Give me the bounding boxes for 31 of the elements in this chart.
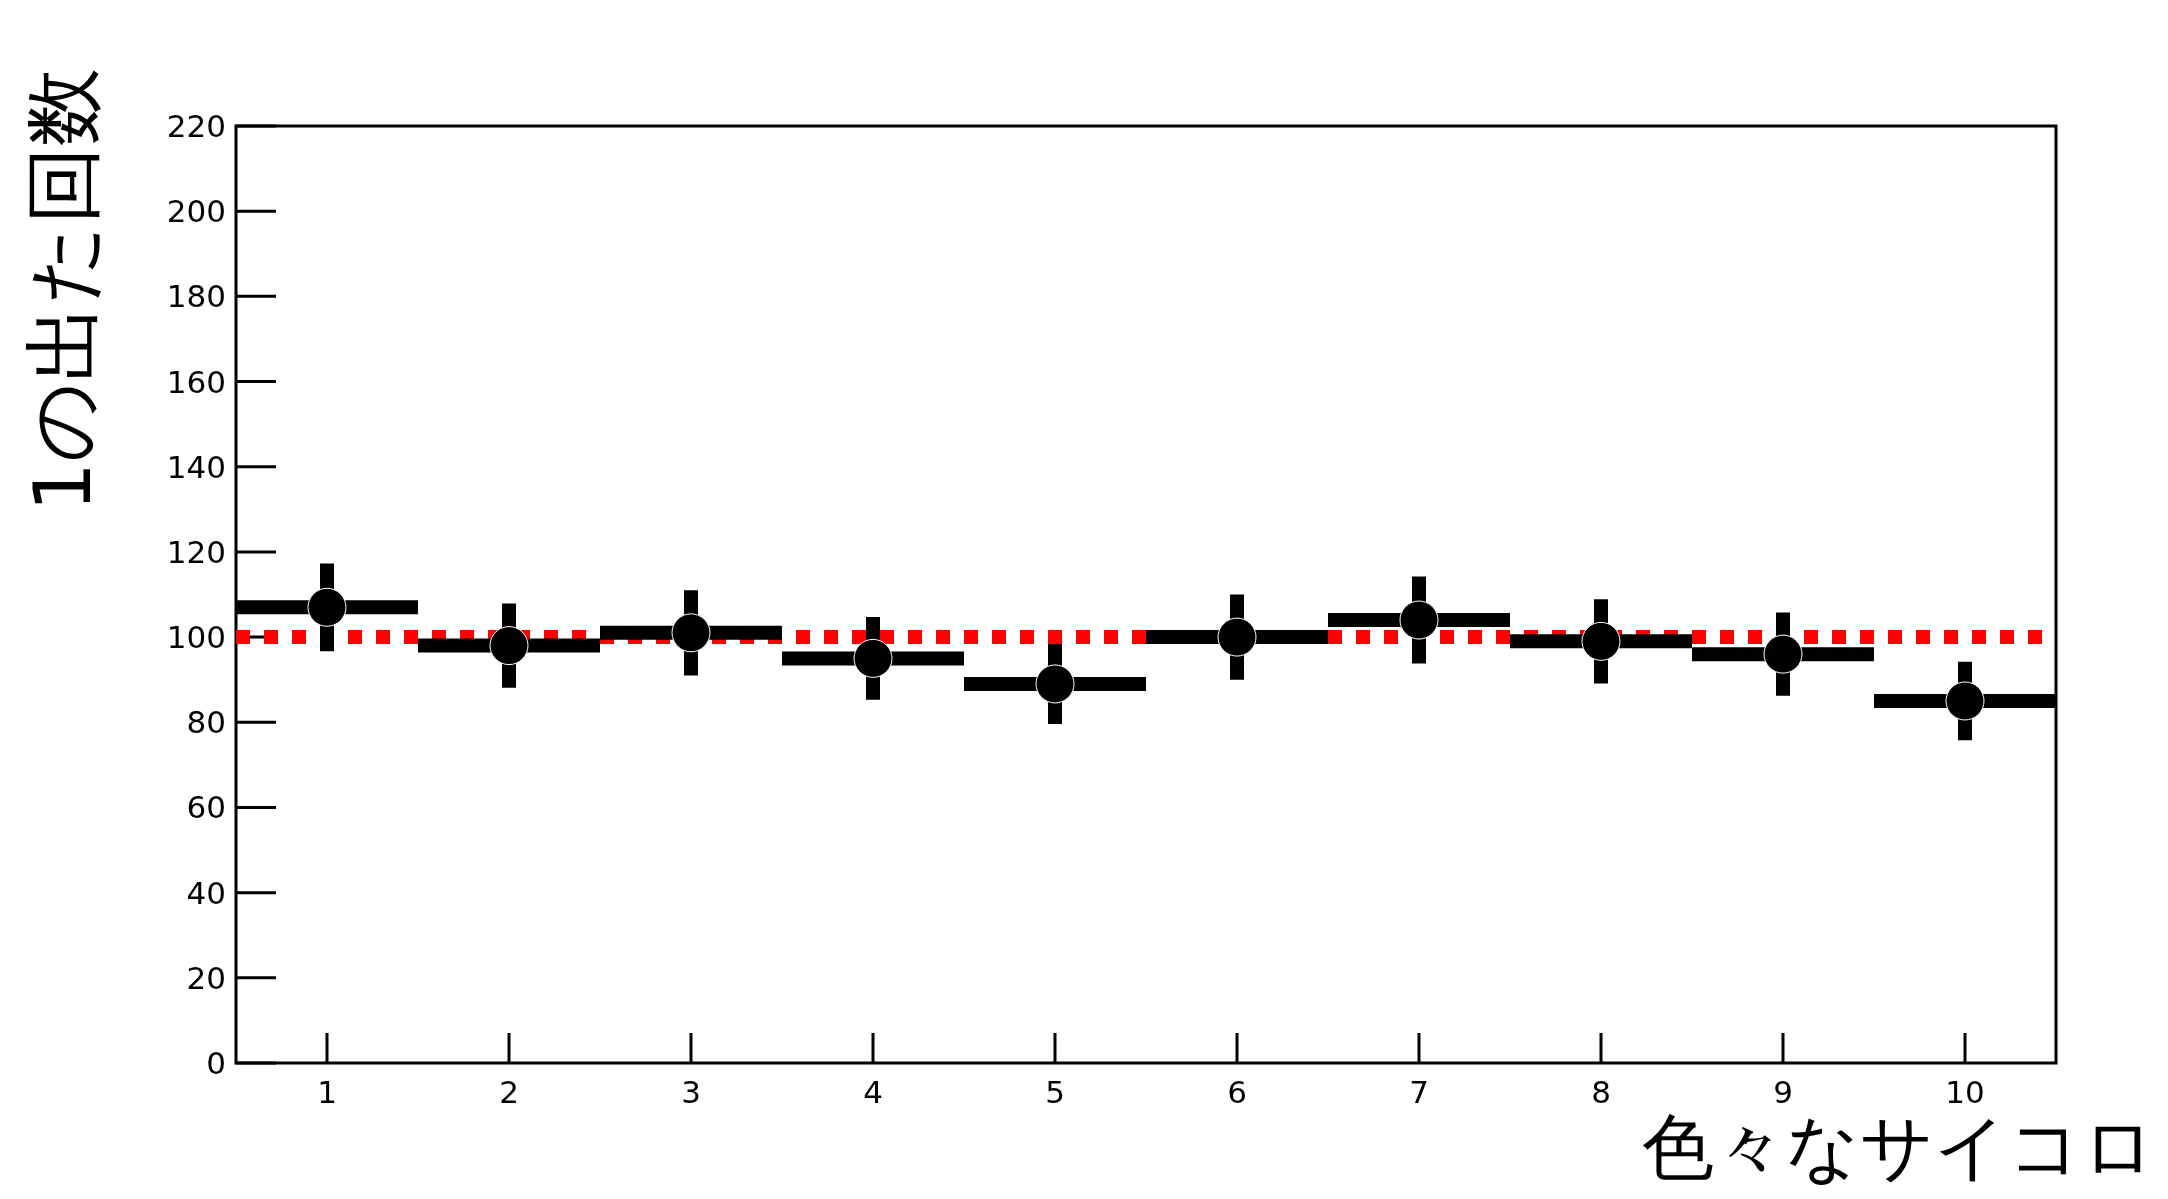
x-tick-label: 7 — [1409, 1074, 1429, 1110]
y-tick-label: 160 — [166, 363, 226, 400]
y-tick-label: 100 — [166, 619, 226, 656]
point — [671, 613, 711, 653]
point — [1035, 664, 1075, 704]
y-tick-label: 60 — [186, 789, 226, 826]
y-tick-label: 120 — [166, 533, 226, 570]
y-tick-label: 20 — [186, 959, 226, 996]
point — [1217, 617, 1257, 657]
x-tick-label: 2 — [499, 1074, 519, 1110]
point — [1581, 621, 1621, 661]
x-tick-label: 8 — [1591, 1074, 1611, 1110]
point — [489, 626, 529, 666]
y-axis-title: 1の出た回数 — [18, 68, 108, 512]
x-tick-label: 4 — [863, 1074, 883, 1110]
y-tick-label: 180 — [166, 278, 226, 315]
y-tick-label: 220 — [166, 108, 226, 144]
y-tick-label: 140 — [166, 448, 226, 485]
point — [853, 638, 893, 678]
y-tick-label: 40 — [186, 874, 226, 911]
x-tick-label: 5 — [1045, 1074, 1065, 1110]
x-tick-label: 6 — [1227, 1074, 1247, 1110]
point — [1763, 634, 1803, 674]
point — [1399, 600, 1439, 640]
point — [307, 587, 347, 627]
x-tick-label: 3 — [681, 1074, 701, 1110]
y-tick-label: 200 — [166, 193, 226, 230]
y-tick-label: 80 — [186, 704, 226, 741]
y-tick-label: 0 — [206, 1045, 226, 1081]
point — [1945, 681, 1985, 721]
x-tick-label: 1 — [317, 1074, 337, 1110]
